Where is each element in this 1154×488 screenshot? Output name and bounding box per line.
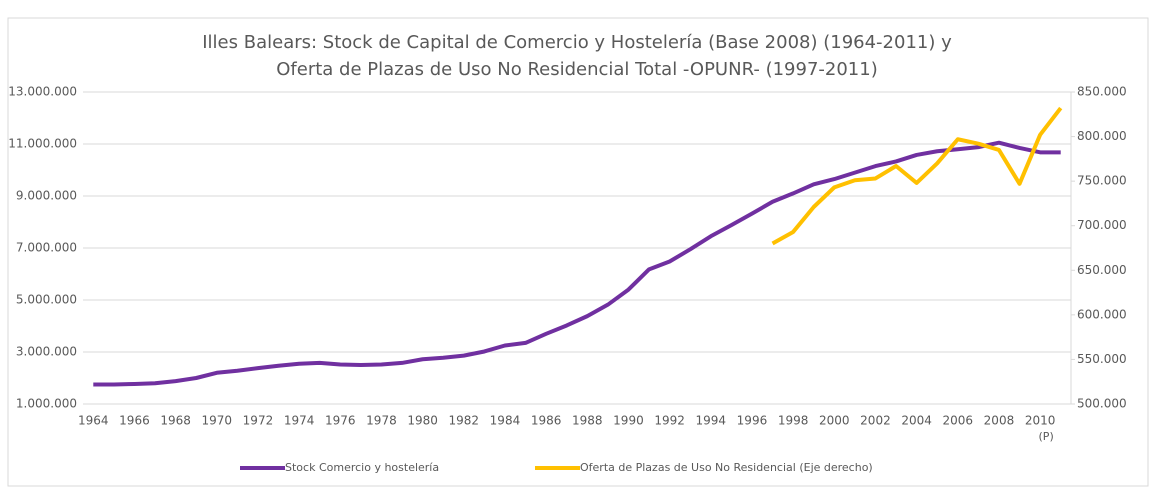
y2-tick-label: 750.000 <box>1077 174 1127 188</box>
y-tick-label: 1.000.000 <box>16 397 77 411</box>
y-tick-label: 7.000.000 <box>16 241 77 255</box>
x-tick-label: 1992 <box>654 414 685 428</box>
chart-border <box>7 17 1149 487</box>
x-tick-label: 1990 <box>613 414 644 428</box>
x-tick-label: 1982 <box>449 414 480 428</box>
x-tick-label: 1978 <box>366 414 397 428</box>
y2-tick-label: 800.000 <box>1077 129 1127 143</box>
y-tick-label: 3.000.000 <box>16 345 77 359</box>
y2-tick-label: 650.000 <box>1077 263 1127 277</box>
x-tick-label: 1984 <box>490 414 521 428</box>
x-tick-label: 1986 <box>531 414 562 428</box>
y2-tick-label: 550.000 <box>1077 352 1127 366</box>
y2-tick-label: 500.000 <box>1077 397 1127 411</box>
x-tick-label: 2002 <box>860 414 891 428</box>
y-tick-label: 11.000.000 <box>8 137 77 151</box>
y2-tick-label: 850.000 <box>1077 85 1127 99</box>
x-tick-label: 1972 <box>243 414 274 428</box>
y2-tick-label: 600.000 <box>1077 307 1127 321</box>
chart-title: Oferta de Plazas de Uso No Residencial T… <box>276 59 877 80</box>
y2-tick-label: 700.000 <box>1077 218 1127 232</box>
x-tick-label: 1968 <box>160 414 191 428</box>
series-line <box>93 140 1061 387</box>
x-tick-label: 1974 <box>284 414 315 428</box>
legend-label: Oferta de Plazas de Uso No Residencial (… <box>580 461 873 474</box>
x-tick-label: 2010 <box>1025 414 1056 428</box>
y-tick-label: 13.000.000 <box>8 85 77 99</box>
x-tick-label: 2000 <box>819 414 850 428</box>
x-tick-label: 1996 <box>737 414 768 428</box>
x-tick-label: 1998 <box>778 414 809 428</box>
x-tick-label: 2008 <box>984 414 1015 428</box>
x-tick-note: (P) <box>1039 430 1054 443</box>
x-tick-label: 1994 <box>696 414 727 428</box>
y-tick-label: 9.000.000 <box>16 189 77 203</box>
chart-title: Illes Balears: Stock de Capital de Comer… <box>202 32 952 53</box>
x-tick-label: 1966 <box>119 414 150 428</box>
x-tick-label: 1964 <box>78 414 109 428</box>
x-tick-label: 1976 <box>325 414 356 428</box>
y-tick-label: 5.000.000 <box>16 293 77 307</box>
x-tick-label: 1970 <box>202 414 233 428</box>
x-tick-label: 2006 <box>943 414 974 428</box>
x-tick-label: 1980 <box>407 414 438 428</box>
x-tick-label: 1988 <box>572 414 603 428</box>
x-tick-label: 2004 <box>901 414 932 428</box>
legend-label: Stock Comercio y hostelería <box>285 461 439 474</box>
series-line <box>771 106 1063 246</box>
